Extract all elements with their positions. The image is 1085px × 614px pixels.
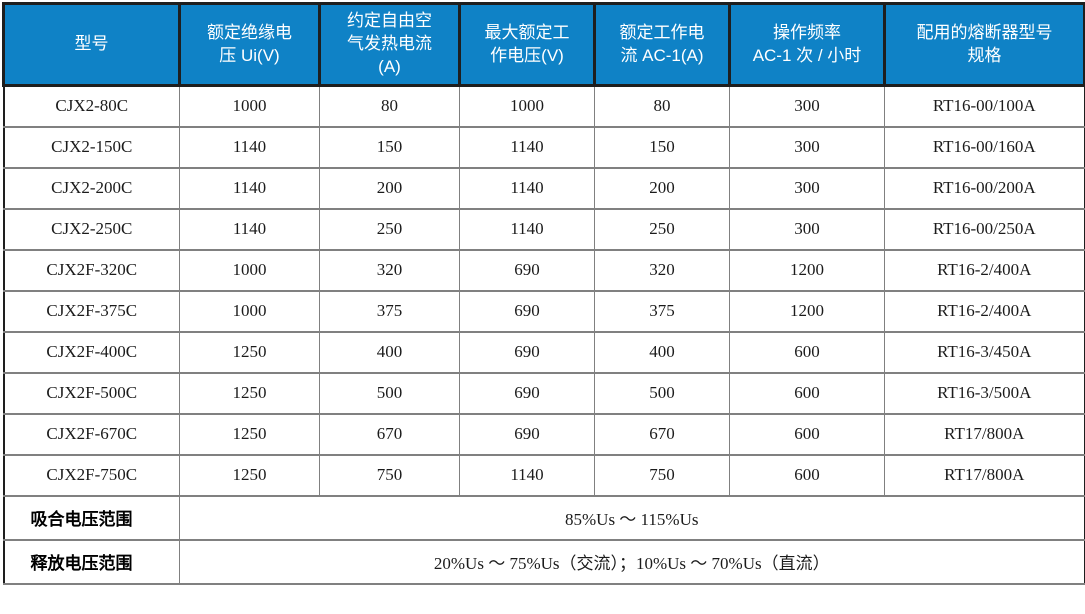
value-cell: RT16-3/450A (884, 330, 1085, 374)
value-cell: 1200 (729, 248, 885, 292)
column-header-thermal-current: 约定自由空 气发热电流 (A) (318, 2, 461, 87)
value-cell: 1000 (459, 84, 595, 128)
value-cell: 690 (459, 289, 595, 333)
model-cell: CJX2-150C (3, 125, 180, 169)
model-cell: CJX2-80C (3, 84, 180, 128)
column-header-operating-frequency: 操作频率 AC-1 次 / 小时 (728, 2, 886, 87)
value-cell: RT17/800A (884, 453, 1085, 497)
model-cell: CJX2-250C (3, 207, 180, 251)
column-header-max-working-voltage: 最大额定工 作电压(V) (458, 2, 596, 87)
column-header-working-current: 额定工作电 流 AC-1(A) (593, 2, 731, 87)
column-header-model: 型号 (2, 2, 181, 87)
value-cell: 300 (729, 84, 885, 128)
value-cell: 320 (594, 248, 730, 292)
pickup-voltage-row: 吸合电压范围 85%Us ～ 115%Us (3, 494, 1085, 541)
value-cell: 250 (319, 207, 460, 251)
model-cell: CJX2F-500C (3, 371, 180, 415)
value-cell: RT16-00/250A (884, 207, 1085, 251)
table-row: CJX2-80C 1000 80 1000 80 300 RT16-00/100A (3, 84, 1085, 128)
table-row: CJX2-250C 1140 250 1140 250 300 RT16-00/250A (3, 207, 1085, 251)
model-cell: CJX2F-400C (3, 330, 180, 374)
value-cell: 150 (594, 125, 730, 169)
value-cell: 300 (729, 125, 885, 169)
value-cell: 1250 (179, 330, 320, 374)
value-cell: RT16-2/400A (884, 248, 1085, 292)
value-cell: 1140 (459, 207, 595, 251)
table-row: CJX2F-400C 1250 400 690 400 600 RT16-3/450A (3, 330, 1085, 374)
value-cell: 670 (594, 412, 730, 456)
value-cell: 600 (729, 371, 885, 415)
pickup-voltage-value: 85%Us ～ 115%Us (179, 494, 1085, 541)
column-header-insulation-voltage: 额定绝缘电 压 Ui(V) (178, 2, 321, 87)
value-cell: 1140 (459, 125, 595, 169)
value-cell: 690 (459, 330, 595, 374)
value-cell: 1140 (179, 125, 320, 169)
value-cell: 375 (319, 289, 460, 333)
table-row: CJX2F-500C 1250 500 690 500 600 RT16-3/500A (3, 371, 1085, 415)
value-cell: 400 (594, 330, 730, 374)
value-cell: 750 (319, 453, 460, 497)
value-cell: 690 (459, 248, 595, 292)
value-cell: 200 (594, 166, 730, 210)
value-cell: 500 (319, 371, 460, 415)
value-cell: 300 (729, 166, 885, 210)
pickup-voltage-label: 吸合电压范围 (3, 494, 180, 541)
release-voltage-label: 释放电压范围 (3, 538, 180, 585)
model-cell: CJX2F-670C (3, 412, 180, 456)
value-cell: 1250 (179, 453, 320, 497)
value-cell: 1000 (179, 84, 320, 128)
value-cell: 320 (319, 248, 460, 292)
table-header: 型号 额定绝缘电 压 Ui(V) 约定自由空 气发热电流 (A) 最大额定工 作… (2, 2, 1085, 87)
table-footer: 吸合电压范围 85%Us ～ 115%Us 释放电压范围 20%Us ～ 75%… (3, 494, 1085, 585)
value-cell: RT16-3/500A (884, 371, 1085, 415)
model-cell: CJX2F-750C (3, 453, 180, 497)
model-cell: CJX2F-320C (3, 248, 180, 292)
value-cell: 200 (319, 166, 460, 210)
value-cell: 375 (594, 289, 730, 333)
value-cell: 80 (319, 84, 460, 128)
column-header-fuse-spec: 配用的熔断器型号 规格 (883, 2, 1085, 87)
value-cell: 300 (729, 207, 885, 251)
spec-table: 型号 额定绝缘电 压 Ui(V) 约定自由空 气发热电流 (A) 最大额定工 作… (2, 2, 1085, 585)
value-cell: 1000 (179, 248, 320, 292)
table-body: CJX2-80C 1000 80 1000 80 300 RT16-00/100A CJX2-… (3, 84, 1085, 497)
value-cell: RT16-00/100A (884, 84, 1085, 128)
release-voltage-value: 20%Us ～ 75%Us（交流）；10%Us ～ 70%Us（直流） (179, 538, 1085, 585)
value-cell: 150 (319, 125, 460, 169)
value-cell: 600 (729, 412, 885, 456)
value-cell: 250 (594, 207, 730, 251)
value-cell: 1140 (179, 207, 320, 251)
value-cell: 1250 (179, 371, 320, 415)
value-cell: 670 (319, 412, 460, 456)
value-cell: 690 (459, 412, 595, 456)
table-row: CJX2F-750C 1250 750 1140 750 600 RT17/800A (3, 453, 1085, 497)
value-cell: 400 (319, 330, 460, 374)
value-cell: 1200 (729, 289, 885, 333)
table-row: CJX2-200C 1140 200 1140 200 300 RT16-00/200A (3, 166, 1085, 210)
table-row: CJX2F-375C 1000 375 690 375 1200 RT16-2/400A (3, 289, 1085, 333)
table-row: CJX2F-320C 1000 320 690 320 1200 RT16-2/400A (3, 248, 1085, 292)
value-cell: 80 (594, 84, 730, 128)
value-cell: 690 (459, 371, 595, 415)
value-cell: 1000 (179, 289, 320, 333)
value-cell: 500 (594, 371, 730, 415)
value-cell: RT16-00/160A (884, 125, 1085, 169)
value-cell: 1140 (179, 166, 320, 210)
header-row: 型号 额定绝缘电 压 Ui(V) 约定自由空 气发热电流 (A) 最大额定工 作… (2, 2, 1085, 87)
table-row: CJX2F-670C 1250 670 690 670 600 RT17/800A (3, 412, 1085, 456)
value-cell: 1140 (459, 166, 595, 210)
value-cell: 600 (729, 453, 885, 497)
value-cell: RT16-00/200A (884, 166, 1085, 210)
release-voltage-row: 释放电压范围 20%Us ～ 75%Us（交流）；10%Us ～ 70%Us（直… (3, 538, 1085, 585)
value-cell: RT16-2/400A (884, 289, 1085, 333)
value-cell: 1250 (179, 412, 320, 456)
value-cell: RT17/800A (884, 412, 1085, 456)
table-row: CJX2-150C 1140 150 1140 150 300 RT16-00/160A (3, 125, 1085, 169)
model-cell: CJX2-200C (3, 166, 180, 210)
value-cell: 1140 (459, 453, 595, 497)
value-cell: 750 (594, 453, 730, 497)
model-cell: CJX2F-375C (3, 289, 180, 333)
value-cell: 600 (729, 330, 885, 374)
